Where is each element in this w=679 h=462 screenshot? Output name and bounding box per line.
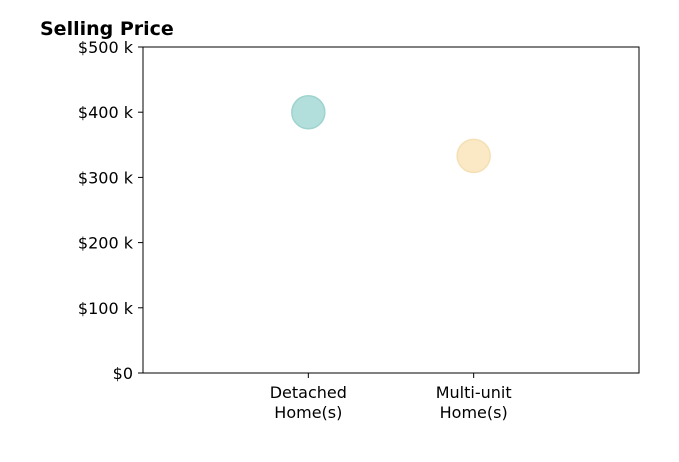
y-tick-label: $100 k (78, 299, 134, 318)
plot-frame (142, 46, 640, 374)
y-tick-label: $500 k (78, 38, 134, 57)
y-axis: $0 $100 k $200 k $300 k $400 k $500 k (78, 38, 143, 383)
chart-title: Selling Price (40, 18, 174, 40)
x-axis: Detached Home(s) Multi-unit Home(s) (270, 373, 512, 422)
x-tick-label: Detached Home(s) (270, 383, 347, 422)
x-tick-label: Multi-unit Home(s) (436, 383, 512, 422)
y-tick-label: $0 (113, 364, 133, 383)
y-tick-label: $300 k (78, 168, 134, 187)
data-point (291, 94, 326, 130)
data-point (456, 138, 491, 174)
y-tick-label: $200 k (78, 234, 134, 253)
y-tick-label: $400 k (78, 103, 134, 122)
data-points (291, 94, 491, 174)
